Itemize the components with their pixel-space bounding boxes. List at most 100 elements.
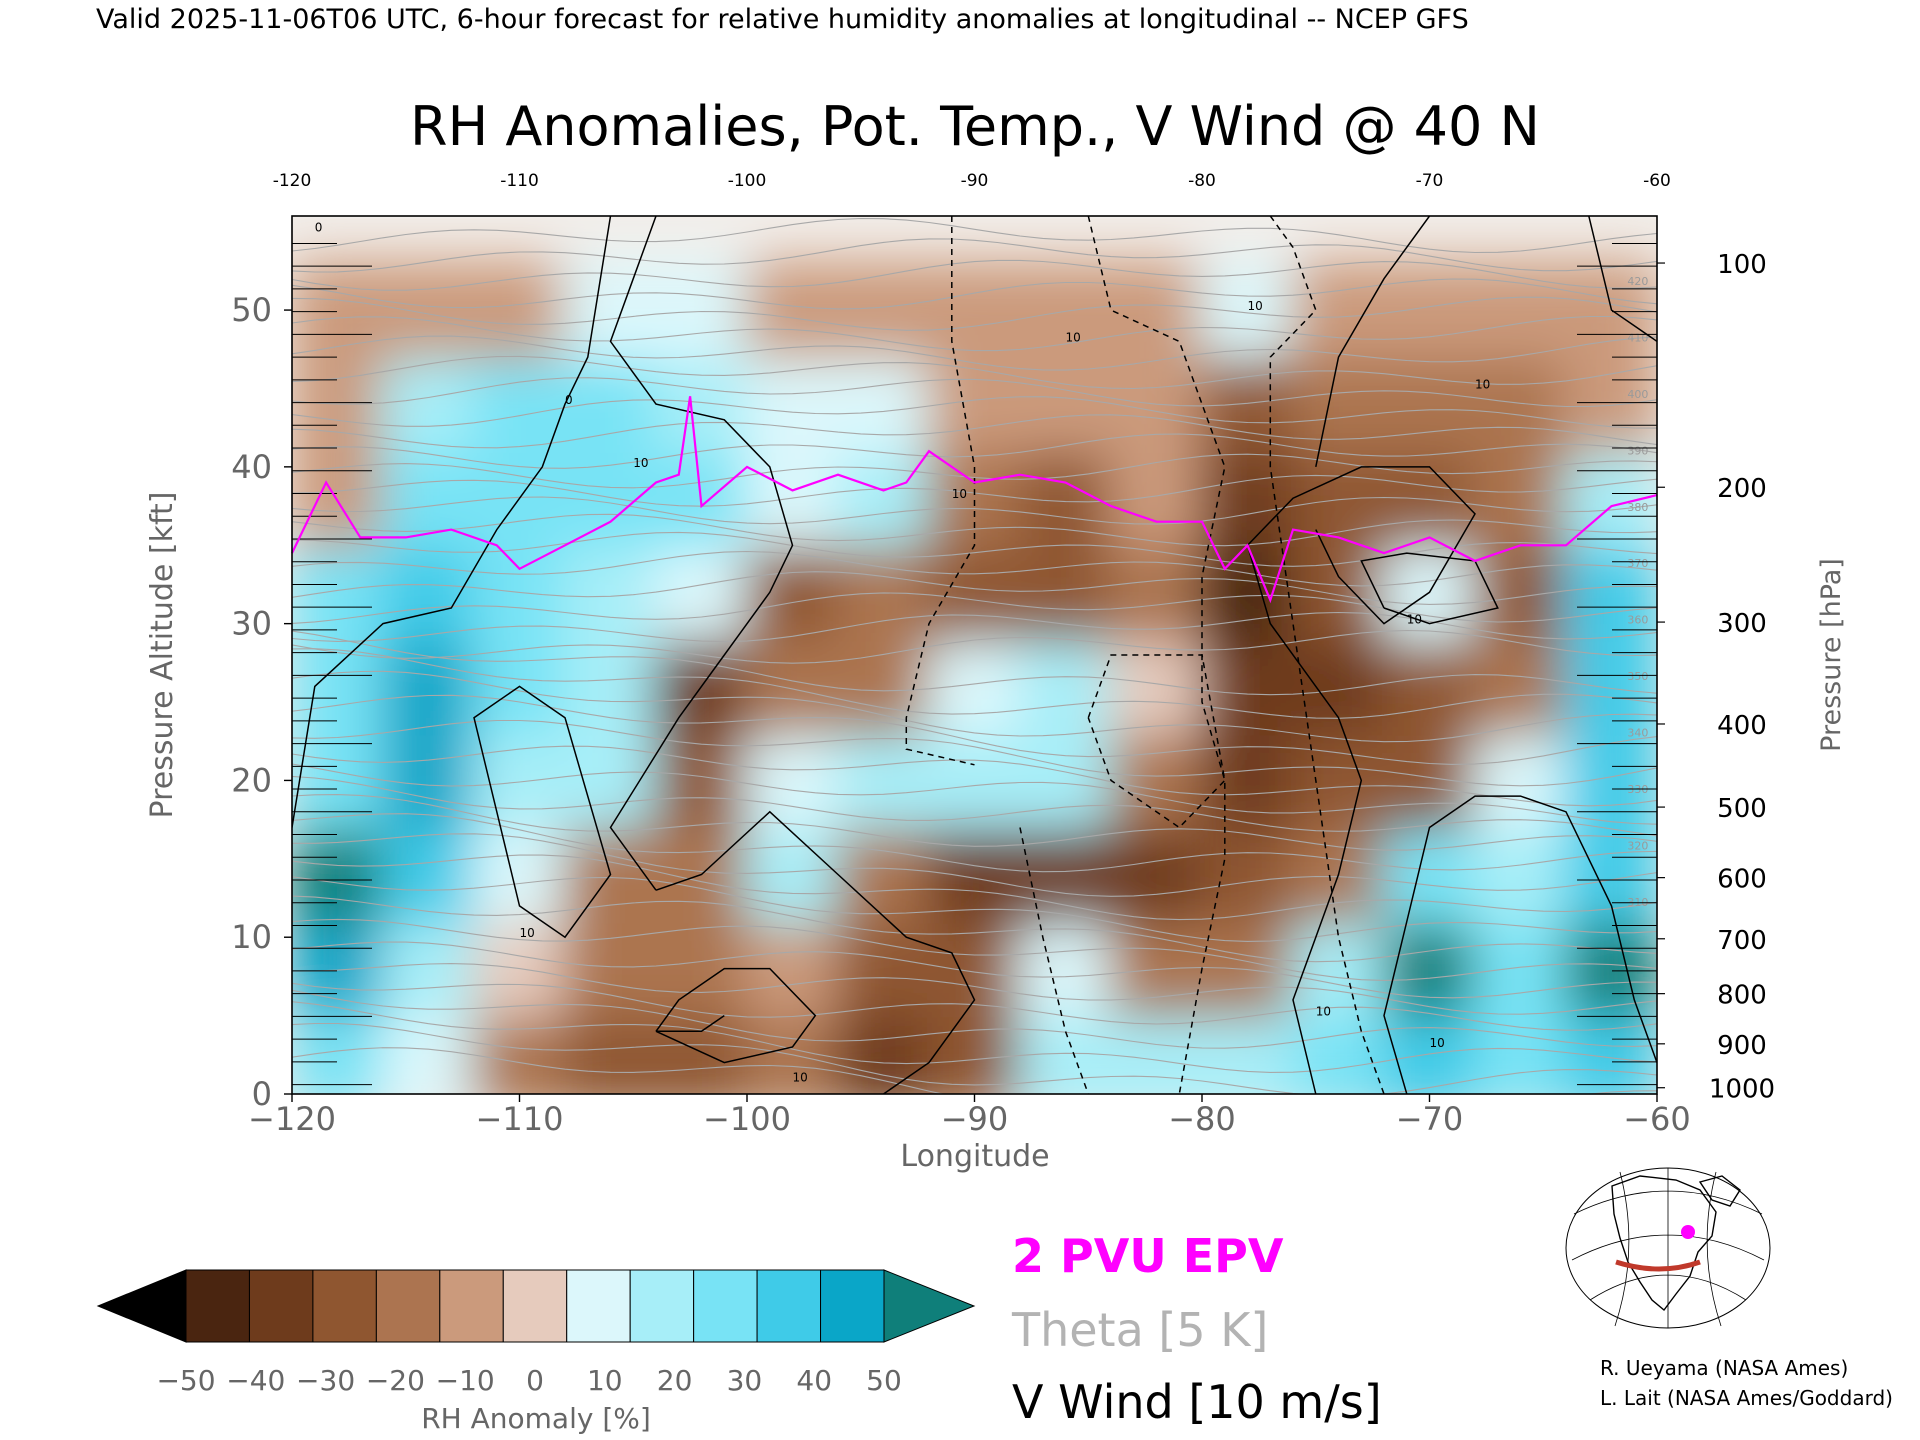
rh-cell [927, 919, 1022, 1018]
rh-cell [836, 731, 931, 830]
colorbar-bin [439, 1269, 504, 1343]
theta-contour [292, 963, 1657, 1015]
theta-contour [292, 1022, 1657, 1094]
legend-epv: 2 PVU EPV [1012, 1229, 1284, 1283]
vwind-contour-positive [609, 216, 794, 891]
theta-label: 320 [1627, 839, 1648, 852]
rh-cell [1564, 543, 1657, 642]
pressure-level-lines [292, 242, 1657, 1086]
pressure-tick-label: 300 [1717, 609, 1767, 639]
pressure-tick-label: 900 [1717, 1031, 1767, 1061]
theta-contour [292, 833, 1657, 897]
pressure-tick-label: 100 [1717, 250, 1767, 280]
top-tick-label: -90 [961, 171, 989, 191]
pressure-tick-label: 700 [1717, 926, 1767, 956]
rh-cell [1109, 919, 1204, 1018]
rh-cell [745, 825, 840, 924]
epv-2pvu-line [291, 396, 1658, 604]
theta-contour [292, 531, 1657, 567]
vwind-label: 10 [1430, 1036, 1445, 1050]
rh-cell [1473, 637, 1568, 736]
credit-line-2: L. Lait (NASA Ames/Goddard) [1600, 1386, 1893, 1410]
theta-contour [292, 414, 1657, 449]
theta-contour [292, 941, 1657, 999]
rh-cell [1018, 919, 1113, 1018]
rh-cell [1018, 543, 1113, 642]
rh-cell [1564, 731, 1657, 830]
chart-title: RH Anomalies, Pot. Temp., V Wind @ 40 N [410, 95, 1540, 158]
colorbar-high-triangle [883, 1269, 976, 1343]
y-tick-label: 0 [252, 1075, 272, 1113]
rh-cell [1382, 731, 1477, 830]
section-path-40n [1615, 1259, 1701, 1272]
rh-cell [1200, 825, 1295, 924]
theta-contour [292, 1001, 1657, 1073]
vwind-contour-negative [1087, 216, 1226, 1094]
pressure-tick-label: 200 [1717, 474, 1767, 504]
colorbar-bin [820, 1269, 885, 1343]
theta-contour [292, 648, 1657, 719]
rh-cell [1564, 355, 1657, 454]
rh-cell [1018, 355, 1113, 454]
rh-cell [472, 261, 567, 360]
rh-cell [1473, 825, 1568, 924]
rh-cell [1018, 637, 1113, 736]
rh-cell [1018, 731, 1113, 830]
y-tick-label: 50 [231, 291, 272, 329]
rh-cell [472, 1013, 567, 1094]
rh-cell [745, 261, 840, 360]
rh-cell [381, 543, 476, 642]
theta-contour [292, 217, 1657, 254]
rh-cell [745, 543, 840, 642]
rh-cell [1291, 919, 1386, 1018]
colorbar-tick-label: −30 [296, 1364, 355, 1397]
theta-contour [292, 854, 1657, 921]
rh-cell [1109, 731, 1204, 830]
rh-cell [1109, 637, 1204, 736]
theta-contour [292, 296, 1657, 331]
y-axis-label-left: Pressure Altitude [kft] [145, 492, 180, 819]
rh-cell [1109, 449, 1204, 548]
theta-contour [292, 794, 1657, 851]
vwind-label: 10 [520, 926, 535, 940]
rh-cell [654, 355, 749, 454]
rh-cell [927, 637, 1022, 736]
top-tick-label: -80 [1188, 171, 1216, 191]
rh-cell [1200, 449, 1295, 548]
rh-cell [1473, 355, 1568, 454]
theta-contour [292, 989, 1657, 1049]
theta-contour [292, 895, 1657, 963]
rh-cell [1200, 543, 1295, 642]
theta-contour [292, 315, 1657, 352]
rh-cell [927, 543, 1022, 642]
pressure-tick-label: 400 [1717, 711, 1767, 741]
theta-contour [292, 982, 1657, 1031]
y-tick-label: 30 [231, 605, 272, 643]
theta-label: 420 [1627, 275, 1648, 288]
theta-contour [292, 592, 1657, 624]
rh-cell [1291, 543, 1386, 642]
vwind-contour-positive [1315, 216, 1431, 468]
theta-contour [292, 611, 1657, 643]
rh-cell [563, 637, 658, 736]
theta-contour [292, 719, 1657, 787]
rh-cell [1291, 1013, 1386, 1094]
rh-cell [1109, 543, 1204, 642]
colorbar-label: RH Anomaly [%] [421, 1402, 651, 1435]
colorbar: −50 −40 −30 −20 −10 0 10 20 30 40 50 [96, 1269, 976, 1397]
rh-cell [381, 355, 476, 454]
colorbar-bin [312, 1269, 377, 1343]
theta-contour [292, 513, 1657, 547]
top-tick-label: -110 [500, 171, 539, 191]
colorbar-tick-label: −40 [226, 1364, 285, 1397]
colorbar-tick-label: 10 [587, 1364, 623, 1397]
y-tick-label: 40 [231, 448, 272, 486]
rh-cell [927, 1013, 1022, 1094]
vwind-label: 10 [952, 487, 967, 501]
rh-cell [381, 1013, 476, 1094]
rh-cell [563, 1013, 658, 1094]
rh-cell [654, 1013, 749, 1094]
rh-cell [1473, 731, 1568, 830]
vwind-label: 10 [1407, 613, 1422, 627]
